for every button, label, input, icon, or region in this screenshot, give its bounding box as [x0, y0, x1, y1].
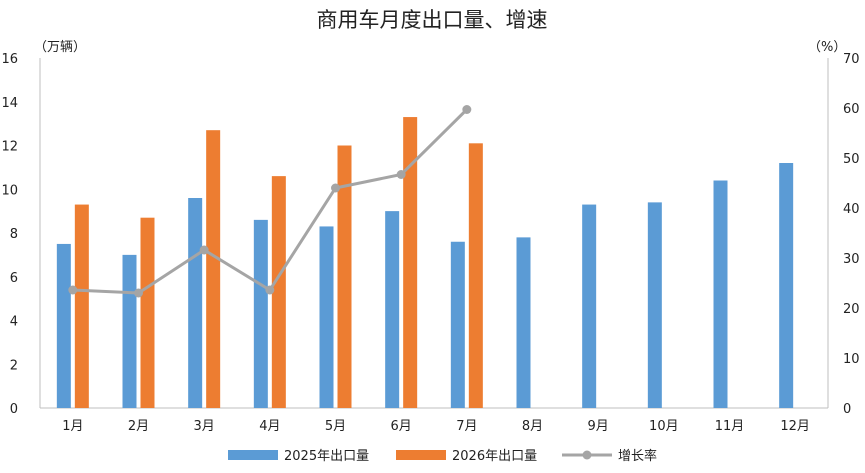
- x-tick-label: 1月: [62, 419, 83, 434]
- growth-rate-point: [396, 170, 406, 179]
- growth-rate-point: [199, 245, 209, 255]
- y-left-tick-label: 6: [10, 271, 18, 286]
- y-right-tick-label: 20: [843, 302, 860, 317]
- x-tick-label: 8月: [522, 419, 543, 434]
- legend: 2025年出口量 2026年出口量 增长率: [228, 448, 657, 464]
- y-left-tick-label: 14: [1, 96, 18, 111]
- y-left-tick-label: 12: [1, 140, 18, 155]
- y-left-tick-label: 2: [10, 358, 18, 373]
- axes: [39, 58, 829, 409]
- bar-2025: [779, 163, 794, 408]
- bar-2025: [713, 180, 728, 408]
- legend-swatch: [396, 450, 446, 460]
- growth-rate-point: [265, 285, 275, 295]
- bar-2025: [450, 241, 465, 408]
- bar-2026: [140, 217, 155, 408]
- legend-label: 2026年出口量: [452, 449, 537, 464]
- y-right-tick-label: 10: [843, 352, 860, 367]
- legend-marker: [582, 450, 592, 460]
- x-ticks: 1月 2月 3月 4月 5月 6月 7月 8月 9月 10月 11月 12月: [62, 419, 810, 434]
- y-right-tick-label: 40: [843, 202, 860, 217]
- growth-rate-point: [331, 183, 340, 193]
- y-right-tick-label: 60: [843, 102, 860, 117]
- growth-rate-point: [68, 285, 78, 295]
- bar-2025: [122, 254, 137, 408]
- bar-2025: [188, 198, 203, 408]
- bar-2026: [403, 117, 418, 408]
- x-tick-label: 4月: [259, 419, 280, 434]
- y-right-unit: （%）: [808, 40, 846, 55]
- x-tick-label: 3月: [194, 419, 215, 434]
- legend-label: 2025年出口量: [284, 449, 369, 464]
- bar-2026: [74, 204, 89, 408]
- y-left-tick-label: 0: [10, 402, 18, 417]
- x-tick-label: 2月: [128, 419, 149, 434]
- bar-2025: [516, 237, 531, 408]
- bar-2026: [337, 145, 352, 408]
- y-right-tick-label: 50: [843, 152, 860, 167]
- bar-2025: [385, 211, 400, 408]
- growth-rate-point: [134, 288, 143, 298]
- x-tick-label: 9月: [588, 419, 609, 434]
- legend-label: 增长率: [618, 448, 657, 464]
- bar-2025: [647, 202, 662, 408]
- y-left-tick-label: 8: [10, 227, 18, 242]
- y-left-unit: （万辆）: [34, 40, 86, 55]
- bar-2026: [271, 176, 286, 408]
- y-right-tick-label: 70: [843, 52, 860, 67]
- bar-2026: [468, 143, 483, 408]
- bars-group: [56, 117, 794, 408]
- chart-title: 商用车月度出口量、增速: [317, 8, 548, 32]
- y-left-tick-label: 16: [1, 52, 18, 67]
- y-right-tick-label: 0: [843, 402, 851, 417]
- bar-2026: [206, 130, 221, 408]
- line-group: [68, 105, 472, 298]
- growth-rate-point: [462, 105, 472, 114]
- y-right-tick-label: 30: [843, 252, 860, 267]
- bar-2025: [56, 243, 71, 408]
- x-tick-label: 5月: [325, 419, 346, 434]
- bar-2025: [319, 226, 334, 408]
- x-tick-label: 11月: [715, 419, 745, 434]
- y-left-tick-label: 4: [10, 315, 18, 330]
- legend-swatch: [228, 450, 278, 460]
- x-tick-label: 12月: [780, 419, 810, 434]
- y-ticks: 0 2 4 6 8 10 12 14 16 0 10 20 30 40 50 60 70: [1, 52, 859, 417]
- x-tick-label: 10月: [649, 419, 679, 434]
- y-left-tick-label: 10: [1, 183, 18, 198]
- bar-2025: [253, 219, 268, 408]
- bar-2025: [582, 204, 597, 408]
- x-tick-label: 6月: [391, 419, 412, 434]
- x-tick-label: 7月: [456, 419, 477, 434]
